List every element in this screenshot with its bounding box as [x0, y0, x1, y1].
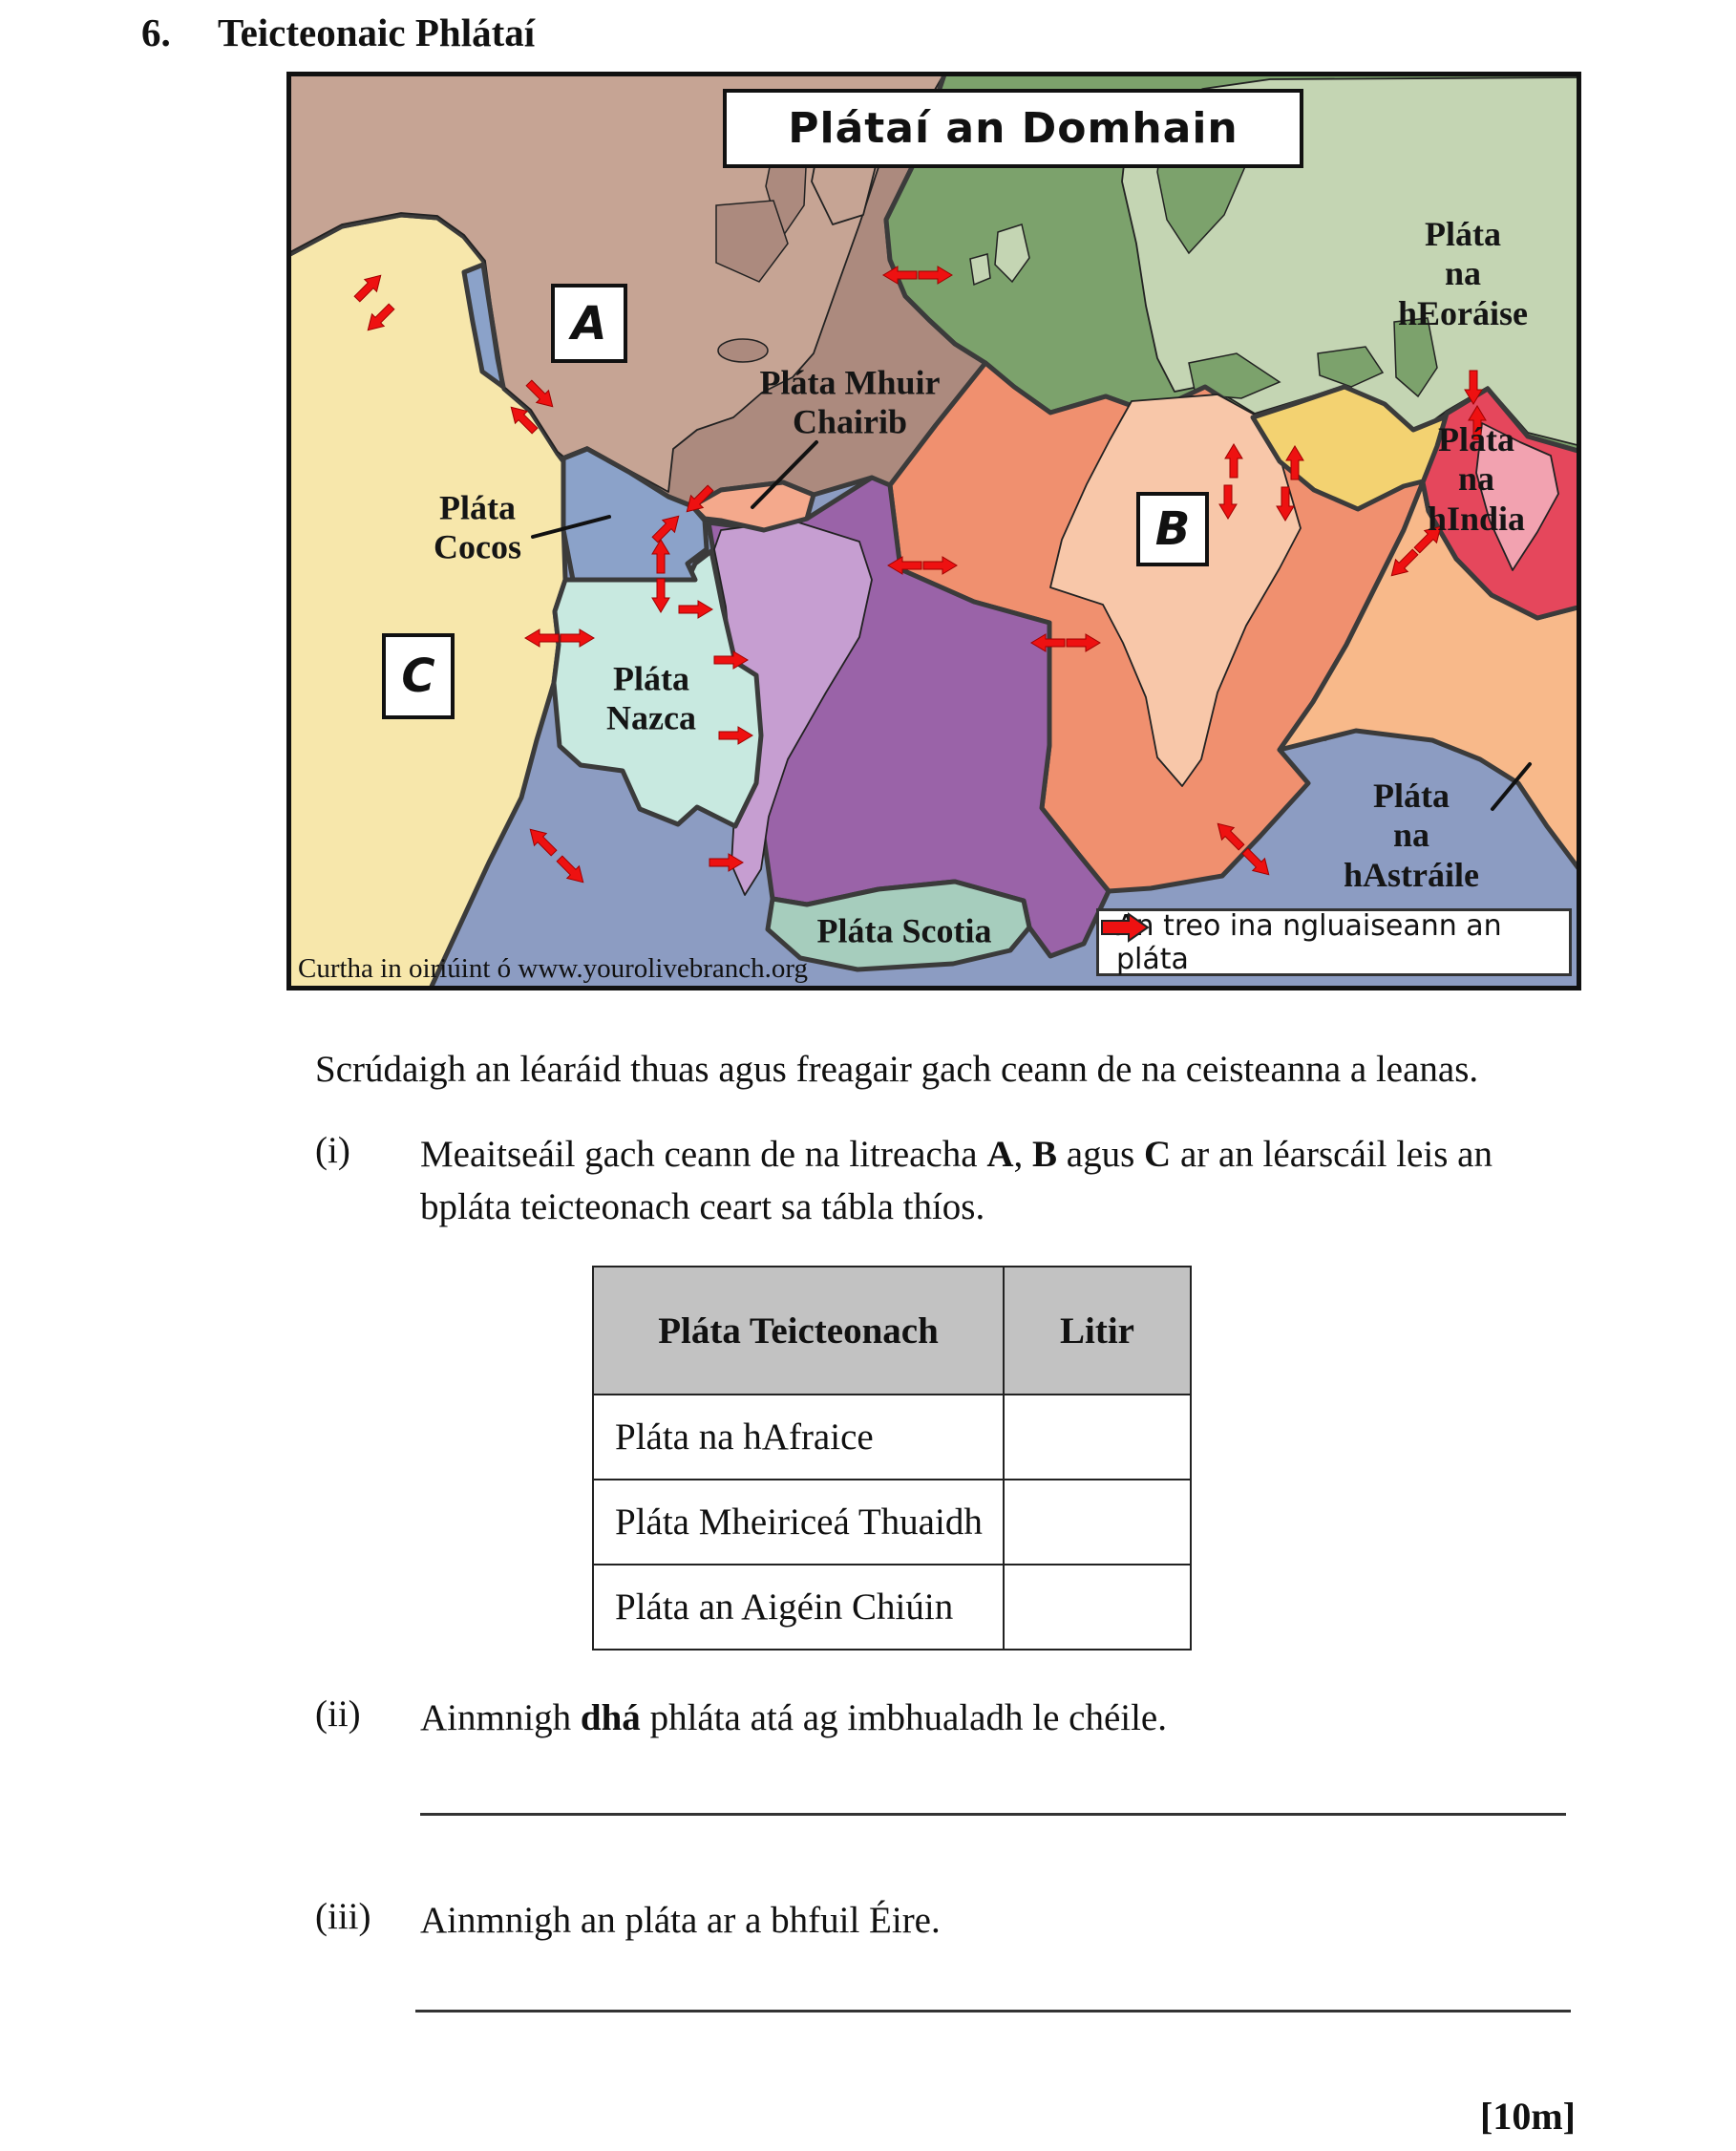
plate-name-cell: Pláta Mheiriceá Thuaidh — [592, 1479, 1005, 1565]
map-title-box: Plátaí an Domhain — [723, 89, 1303, 168]
caribbean-pointer-line — [751, 440, 818, 509]
letter-c-text: C — [401, 650, 435, 703]
world-plates-map: Plátaí an Domhain Pláta na hEoráise Plát… — [286, 72, 1581, 990]
map-attribution: Curtha in oiriúint ó www.yourolivebranch… — [298, 953, 808, 984]
table-row: Pláta Mheiriceá Thuaidh — [592, 1479, 1192, 1565]
letter-answer-cell[interactable] — [1003, 1394, 1192, 1480]
table-header-plate: Pláta Teicteonach — [592, 1266, 1005, 1395]
q2-part: Ainmnigh — [420, 1697, 581, 1738]
mediterranean-lands — [1188, 352, 1281, 399]
legend-arrow-icon — [1101, 912, 1150, 943]
letter-answer-cell[interactable] — [1003, 1564, 1192, 1651]
plate-name-cell: Pláta an Aigéin Chiúin — [592, 1564, 1005, 1651]
q3-label: (iii) — [315, 1896, 371, 1937]
question-number: 6. — [141, 11, 171, 54]
q1-label: (i) — [315, 1130, 350, 1171]
marks-badge: [10m] — [1480, 2095, 1576, 2138]
q2-part: phláta atá ag imbhualadh le chéile. — [640, 1697, 1167, 1738]
letter-a-text: A — [571, 296, 607, 351]
instruction-text: Scrúdaigh an léaráid thuas agus freagair… — [315, 1049, 1479, 1090]
africa-land — [1049, 394, 1302, 787]
q1-part: ar an léarscáil leis an bpláta teicteona… — [420, 1134, 1493, 1227]
australia-pointer-line — [1491, 762, 1532, 811]
plate-juan-de-fuca — [461, 262, 506, 390]
q3-text: Ainmnigh an pláta ar a bhfuil Éire. — [420, 1900, 941, 1941]
legend-text: An treo ina ngluaiseann an pláta — [1116, 908, 1502, 976]
q1-letter-a: A — [986, 1134, 1014, 1175]
map-legend: An treo ina ngluaiseann an pláta — [1096, 908, 1572, 976]
table-row: Pláta an Aigéin Chiúin — [592, 1564, 1192, 1651]
answer-line-q2[interactable] — [420, 1813, 1566, 1816]
black-sea — [1317, 346, 1385, 388]
map-border — [286, 72, 1581, 990]
q2-text: Ainmnigh dhá phláta atá ag imbhualadh le… — [420, 1693, 1547, 1745]
map-letter-b: B — [1136, 492, 1209, 566]
q1-text: Meaitseáil gach ceann de na litreacha A,… — [420, 1129, 1537, 1233]
table-row: Pláta na hAfraice — [592, 1394, 1192, 1480]
plates-map-svg — [286, 72, 1581, 990]
india-land — [1475, 422, 1559, 571]
q2-bold: dhá — [580, 1697, 641, 1738]
ireland — [969, 253, 991, 287]
britain — [994, 224, 1030, 284]
caspian-sea — [1393, 317, 1438, 398]
plate-nazca — [551, 548, 764, 829]
map-title: Plátaí an Domhain — [788, 104, 1238, 153]
table-header-row: Pláta Teicteonach Litir — [592, 1266, 1192, 1395]
q1-part: Meaitseáil gach ceann de na litreacha — [420, 1134, 987, 1175]
cocos-pointer-line — [531, 515, 611, 539]
plate-name-cell: Pláta na hAfraice — [592, 1394, 1005, 1480]
letter-b-text: B — [1154, 502, 1191, 556]
great-lakes — [717, 338, 769, 363]
map-letter-c: C — [382, 633, 455, 719]
q1-letter-b: B — [1032, 1134, 1058, 1175]
q1-letter-c: C — [1144, 1134, 1172, 1175]
plate-scotia — [765, 879, 1032, 972]
q1-part: , — [1013, 1134, 1033, 1175]
letter-answer-cell[interactable] — [1003, 1479, 1192, 1565]
plate-letter-table: Pláta Teicteonach Litir Pláta na hAfraic… — [592, 1266, 1192, 1651]
answer-line-q3[interactable] — [415, 2010, 1571, 2013]
q2-label: (ii) — [315, 1693, 361, 1735]
page-title: Teicteonaic Phlátaí — [218, 11, 536, 54]
plate-cocos — [561, 446, 709, 583]
hudson-bay — [715, 200, 789, 283]
map-letter-a: A — [551, 284, 627, 363]
q1-part: agus — [1057, 1134, 1145, 1175]
table-header-letter: Litir — [1003, 1266, 1192, 1395]
